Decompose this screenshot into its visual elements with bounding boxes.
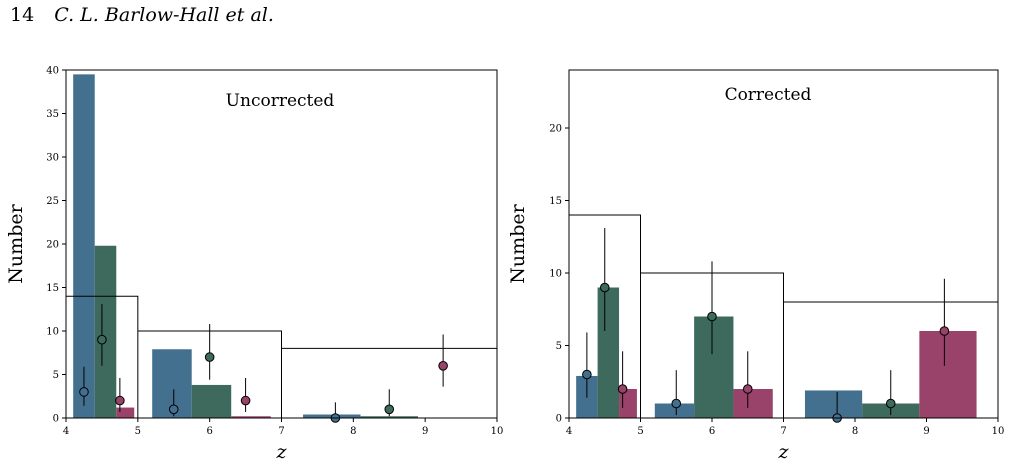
x-tick-label-6: 10 bbox=[992, 426, 1005, 437]
x-tick-label-2: 6 bbox=[206, 426, 212, 437]
bar-4 bbox=[694, 316, 734, 418]
bar-4 bbox=[191, 384, 232, 418]
bar-2 bbox=[619, 389, 637, 418]
chart-uncorrected: 4 5 6 7 8 9 10 0 5 10 15 20 25 30 35 40 z Number Uncorrect… bbox=[5, 66, 503, 464]
x-tick-label-0: 4 bbox=[566, 426, 572, 437]
x-tick-label-5: 9 bbox=[923, 426, 929, 437]
y-tick-label-8: 40 bbox=[46, 66, 59, 77]
data-point-3 bbox=[671, 398, 682, 409]
data-point-0 bbox=[582, 369, 592, 380]
page-header: 14 C. L. Barlow-Hall et al. bbox=[10, 4, 274, 26]
data-point-8 bbox=[939, 326, 950, 336]
y-tick-label-1: 5 bbox=[556, 341, 562, 352]
x-tick-label-3: 7 bbox=[278, 426, 284, 437]
data-point-7 bbox=[384, 404, 395, 415]
bar-1 bbox=[597, 287, 620, 418]
x-tick-label-1: 5 bbox=[637, 426, 643, 437]
y-tick-label-3: 15 bbox=[549, 196, 562, 207]
data-point-5 bbox=[240, 395, 251, 406]
x-tick-label-6: 10 bbox=[491, 426, 504, 437]
bar-5 bbox=[733, 389, 773, 418]
y-tick-label-3: 15 bbox=[46, 283, 59, 294]
x-tick-label-0: 4 bbox=[63, 426, 69, 437]
bar-0 bbox=[73, 74, 95, 418]
x-tick-label-3: 7 bbox=[780, 426, 786, 437]
x-tick-label-2: 6 bbox=[709, 426, 715, 437]
y-tick-label-5: 25 bbox=[46, 196, 59, 207]
data-point-1 bbox=[97, 334, 107, 345]
data-point-2 bbox=[115, 395, 125, 406]
y-tick-label-2: 10 bbox=[549, 269, 562, 280]
bar-5 bbox=[231, 416, 271, 418]
y-tick-label-2: 10 bbox=[46, 327, 59, 338]
y-tick-label-7: 35 bbox=[46, 109, 59, 120]
data-point-5 bbox=[742, 384, 753, 394]
chart-corrected: 4 5 6 7 8 9 10 0 5 10 15 20 z Number Corrected bbox=[507, 69, 1005, 463]
y-tick-label-1: 5 bbox=[53, 370, 59, 381]
page-number: 14 bbox=[10, 4, 35, 26]
x-axis-label: z bbox=[777, 441, 789, 463]
y-axis-label: Number bbox=[507, 203, 529, 283]
bar-3 bbox=[654, 403, 695, 418]
bar-1 bbox=[94, 245, 117, 418]
x-axis-label: z bbox=[275, 441, 287, 463]
x-tick-label-5: 9 bbox=[422, 426, 428, 437]
y-tick-label-0: 0 bbox=[556, 414, 562, 425]
data-point-7 bbox=[885, 398, 896, 409]
data-point-0 bbox=[79, 387, 89, 397]
y-tick-label-6: 30 bbox=[46, 153, 59, 164]
y-axis-label: Number bbox=[5, 203, 27, 283]
chart-title: Corrected bbox=[725, 85, 812, 105]
x-tick-label-4: 8 bbox=[852, 426, 858, 437]
data-point-3 bbox=[168, 404, 179, 415]
data-point-4 bbox=[707, 311, 717, 322]
data-point-1 bbox=[599, 282, 610, 293]
bar-6 bbox=[804, 390, 863, 418]
chart-title: Uncorrected bbox=[226, 91, 335, 111]
data-point-8 bbox=[438, 361, 448, 371]
reference-histogram bbox=[65, 295, 497, 418]
y-tick-label-4: 20 bbox=[46, 240, 59, 251]
x-tick-label-1: 5 bbox=[135, 426, 141, 437]
bar-7 bbox=[360, 416, 418, 418]
bar-2 bbox=[116, 407, 135, 418]
data-point-4 bbox=[204, 352, 215, 362]
y-tick-label-4: 20 bbox=[549, 124, 562, 135]
x-tick-label-4: 8 bbox=[350, 426, 356, 437]
bar-8 bbox=[919, 331, 977, 418]
y-tick-label-0: 0 bbox=[53, 414, 59, 425]
data-point-2 bbox=[617, 384, 628, 394]
running-head-authors: C. L. Barlow-Hall et al. bbox=[54, 4, 274, 26]
